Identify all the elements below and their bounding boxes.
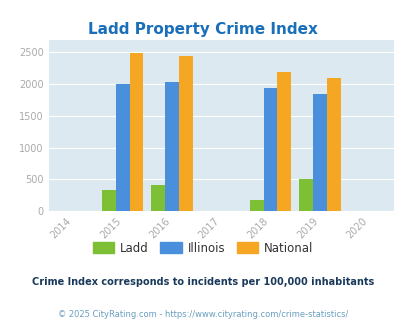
- Bar: [277, 72, 290, 211]
- Bar: [249, 200, 263, 211]
- Bar: [298, 179, 312, 211]
- Bar: [326, 78, 340, 211]
- Bar: [165, 82, 179, 211]
- Bar: [151, 185, 165, 211]
- Bar: [129, 52, 143, 211]
- Bar: [179, 56, 192, 211]
- Text: Ladd Property Crime Index: Ladd Property Crime Index: [88, 22, 317, 37]
- Bar: [115, 84, 129, 211]
- Bar: [263, 88, 277, 211]
- Legend: Ladd, Illinois, National: Ladd, Illinois, National: [87, 237, 318, 259]
- Text: Crime Index corresponds to incidents per 100,000 inhabitants: Crime Index corresponds to incidents per…: [32, 278, 373, 287]
- Bar: [312, 94, 326, 211]
- Text: © 2025 CityRating.com - https://www.cityrating.com/crime-statistics/: © 2025 CityRating.com - https://www.city…: [58, 310, 347, 319]
- Bar: [102, 190, 115, 211]
